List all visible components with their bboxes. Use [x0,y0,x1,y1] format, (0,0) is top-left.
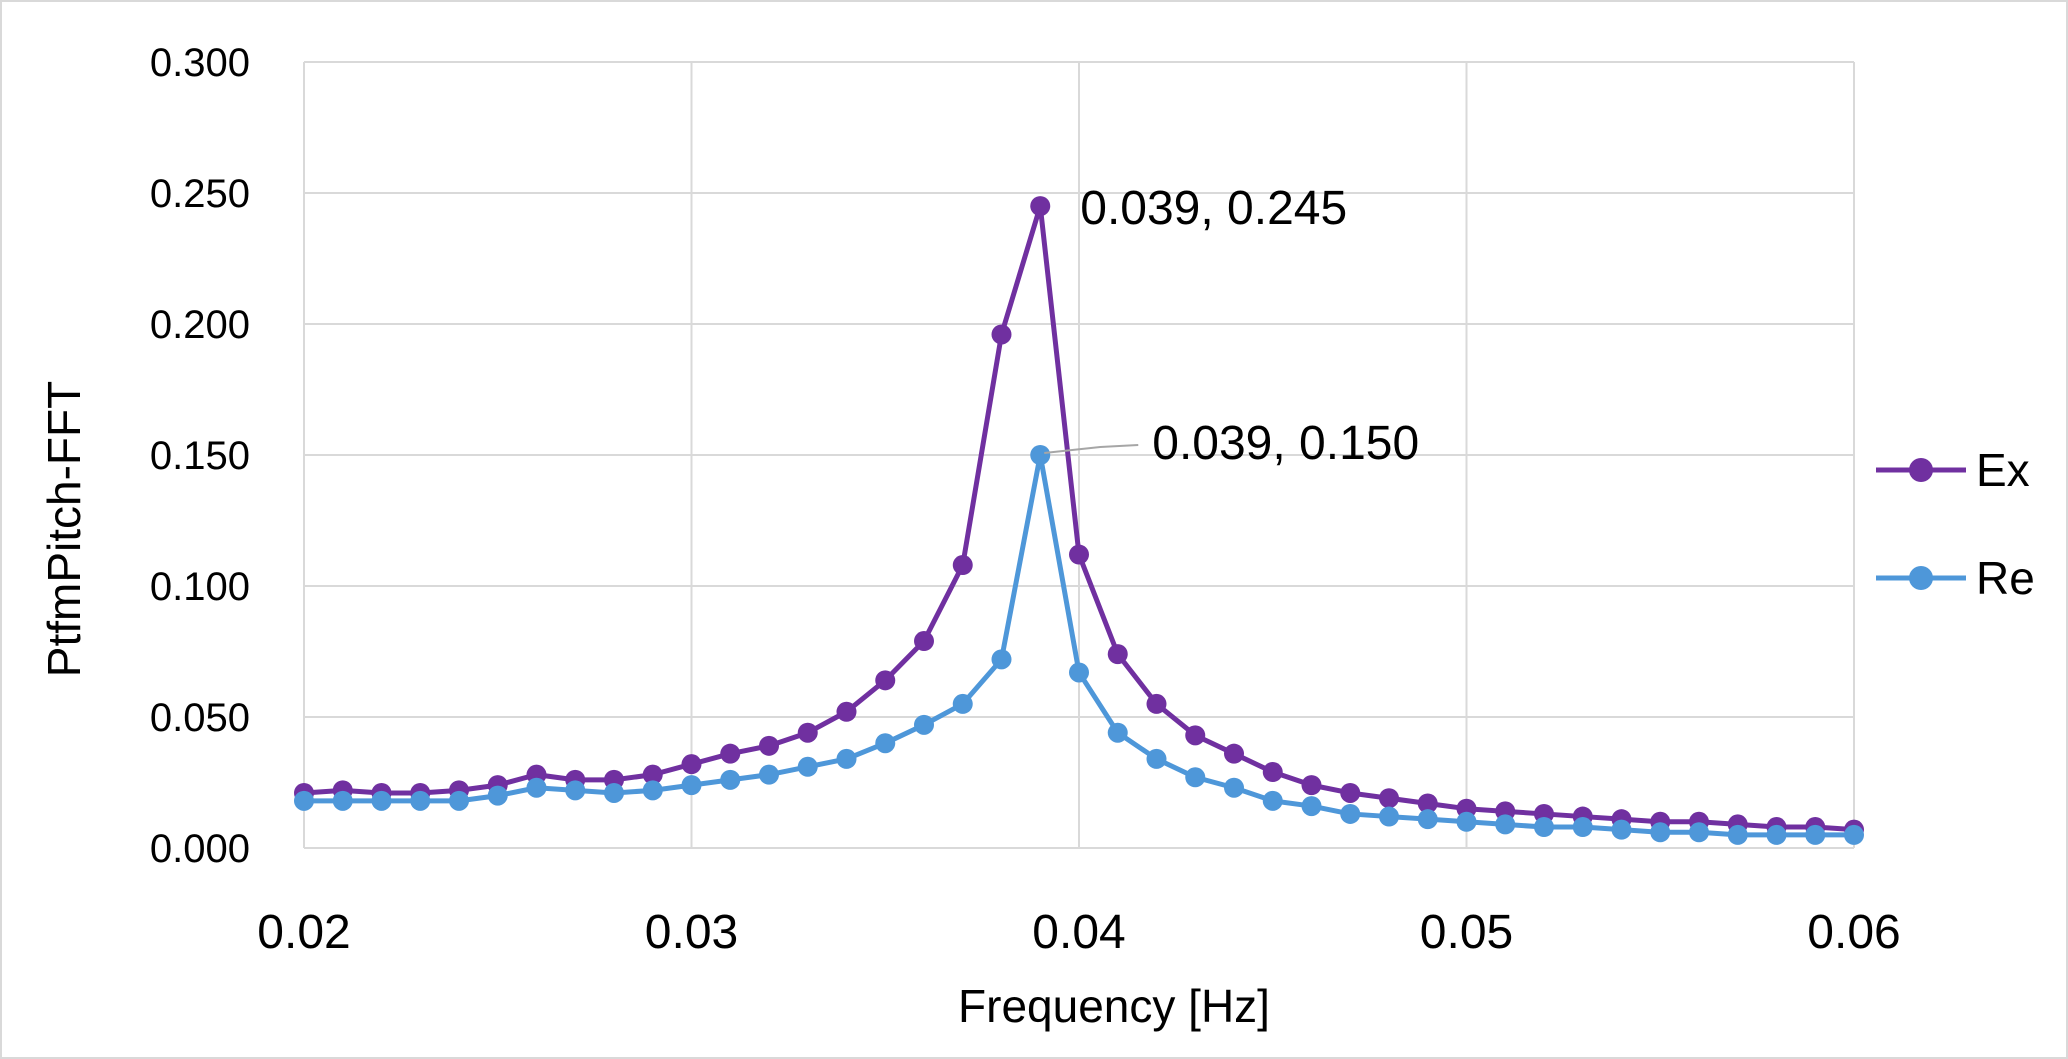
data-point-re [1766,824,1787,845]
data-point-ex [1224,743,1244,764]
data-label-re-peak: 0.039, 0.150 [1152,417,1419,470]
data-point-ex [991,324,1012,345]
data-point-ex [1069,544,1089,565]
data-point-re [565,780,586,801]
data-point-re [1340,803,1361,824]
data-point-ex [642,764,663,785]
data-point-re [1030,445,1051,465]
x-tick-label: 0.02 [257,906,350,959]
data-point-ex [1379,788,1399,809]
data-point-re [759,764,779,785]
y-tick-label: 0.050 [150,696,250,740]
y-axis-title: PtfmPitch-FFT [38,381,90,677]
x-axis-title: Frequency [Hz] [958,980,1270,1032]
x-tick-label: 0.04 [1032,906,1125,959]
data-point-re [1495,814,1516,835]
leader-line [1044,444,1139,454]
data-point-re [1069,662,1089,683]
data-point-re [371,790,392,811]
data-point-re [1224,777,1244,798]
data-point-ex [1185,725,1206,746]
x-tick-label: 0.03 [645,906,738,959]
data-point-re [1611,819,1632,840]
y-tick-label: 0.300 [150,41,250,85]
data-point-re [332,790,353,811]
data-point-ex [952,555,973,576]
data-point-re [952,693,973,714]
axes: 0.000 0.050 0.100 0.150 0.200 0.250 0.300 0.02 0… [150,41,1901,959]
data-point-ex [914,631,934,652]
data-point-re [1107,722,1128,743]
data-point-re [1572,817,1593,838]
data-point-re [720,769,741,790]
y-tick-label: 0.100 [150,565,250,609]
data-point-ex [1262,762,1283,783]
data-point-ex [1340,782,1361,803]
data-label-ex-peak: 0.039, 0.245 [1080,182,1347,235]
legend-label: Ex [1976,444,2030,496]
data-point-re [449,790,469,811]
data-point-re [1534,817,1554,838]
data-point-re [294,790,314,811]
y-tick-label: 0.150 [150,434,250,478]
data-point-ex [1107,644,1128,665]
data-point-re [1301,796,1322,817]
data-point-re [1650,822,1671,843]
data-point-re [1379,806,1399,827]
data-labels: 0.039, 0.245 0.039, 0.150 [1044,182,1419,470]
x-tick-label: 0.06 [1807,906,1900,959]
data-point-re [875,733,896,754]
data-point-re [1689,822,1709,843]
series-lines [294,196,1864,845]
y-tick-label: 0.200 [150,303,250,347]
data-point-re [642,780,663,801]
data-point-ex [836,701,857,722]
data-point-re [681,775,702,796]
data-point-re [914,714,934,735]
data-point-ex [1146,693,1167,714]
legend-swatch-marker [1909,566,1933,590]
data-point-ex [1417,793,1438,814]
data-point-re [836,748,857,769]
data-point-re [1417,809,1438,830]
x-tick-label: 0.05 [1420,906,1513,959]
data-point-re [797,756,818,777]
data-point-ex [1301,775,1322,796]
data-point-ex [1030,196,1051,217]
data-point-re [487,785,508,806]
data-point-re [1456,811,1477,832]
data-point-ex [681,754,702,775]
data-point-ex [797,722,818,743]
data-point-re [1185,767,1206,788]
data-point-re [1262,790,1283,811]
data-point-ex [720,743,741,764]
data-point-ex [759,735,779,756]
data-point-re [1805,824,1826,845]
legend-item-ex: Ex [1876,444,2030,496]
y-tick-label: 0.250 [150,172,250,216]
data-point-re [1146,748,1167,769]
data-point-re [410,790,431,811]
data-point-ex [875,670,896,691]
legend: Ex Re [1876,444,2035,604]
data-point-re [1844,824,1864,845]
data-point-re [604,782,624,803]
gridlines [303,61,1855,849]
data-point-re [526,777,547,798]
data-point-re [1727,824,1748,845]
legend-swatch-marker [1909,458,1933,482]
y-tick-label: 0.000 [150,827,250,871]
data-point-re [991,649,1012,670]
legend-item-re: Re [1876,552,2035,604]
legend-label: Re [1976,552,2035,604]
